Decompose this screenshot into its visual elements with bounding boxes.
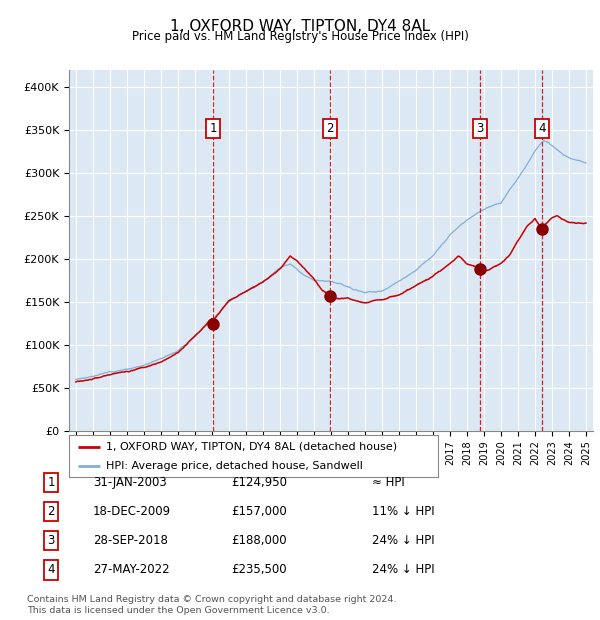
Text: 4: 4: [538, 122, 546, 135]
Text: ≈ HPI: ≈ HPI: [372, 476, 405, 489]
Text: 18-DEC-2009: 18-DEC-2009: [93, 505, 171, 518]
Text: 28-SEP-2018: 28-SEP-2018: [93, 534, 168, 547]
Text: 2: 2: [47, 505, 55, 518]
Text: 24% ↓ HPI: 24% ↓ HPI: [372, 564, 434, 576]
Text: £235,500: £235,500: [231, 564, 287, 576]
Text: This data is licensed under the Open Government Licence v3.0.: This data is licensed under the Open Gov…: [27, 606, 329, 614]
Text: 1, OXFORD WAY, TIPTON, DY4 8AL (detached house): 1, OXFORD WAY, TIPTON, DY4 8AL (detached…: [106, 441, 397, 451]
Text: 1: 1: [209, 122, 217, 135]
Text: 11% ↓ HPI: 11% ↓ HPI: [372, 505, 434, 518]
Text: Contains HM Land Registry data © Crown copyright and database right 2024.: Contains HM Land Registry data © Crown c…: [27, 595, 397, 604]
Text: 31-JAN-2003: 31-JAN-2003: [93, 476, 167, 489]
Text: £124,950: £124,950: [231, 476, 287, 489]
Text: 2: 2: [326, 122, 334, 135]
Text: 3: 3: [476, 122, 483, 135]
Text: HPI: Average price, detached house, Sandwell: HPI: Average price, detached house, Sand…: [106, 461, 363, 471]
Text: 1: 1: [47, 476, 55, 489]
Text: 24% ↓ HPI: 24% ↓ HPI: [372, 534, 434, 547]
Text: 1, OXFORD WAY, TIPTON, DY4 8AL: 1, OXFORD WAY, TIPTON, DY4 8AL: [170, 19, 430, 33]
Text: £157,000: £157,000: [231, 505, 287, 518]
Text: 27-MAY-2022: 27-MAY-2022: [93, 564, 170, 576]
Text: 3: 3: [47, 534, 55, 547]
Text: £188,000: £188,000: [231, 534, 287, 547]
Text: Price paid vs. HM Land Registry's House Price Index (HPI): Price paid vs. HM Land Registry's House …: [131, 30, 469, 43]
Text: 4: 4: [47, 564, 55, 576]
